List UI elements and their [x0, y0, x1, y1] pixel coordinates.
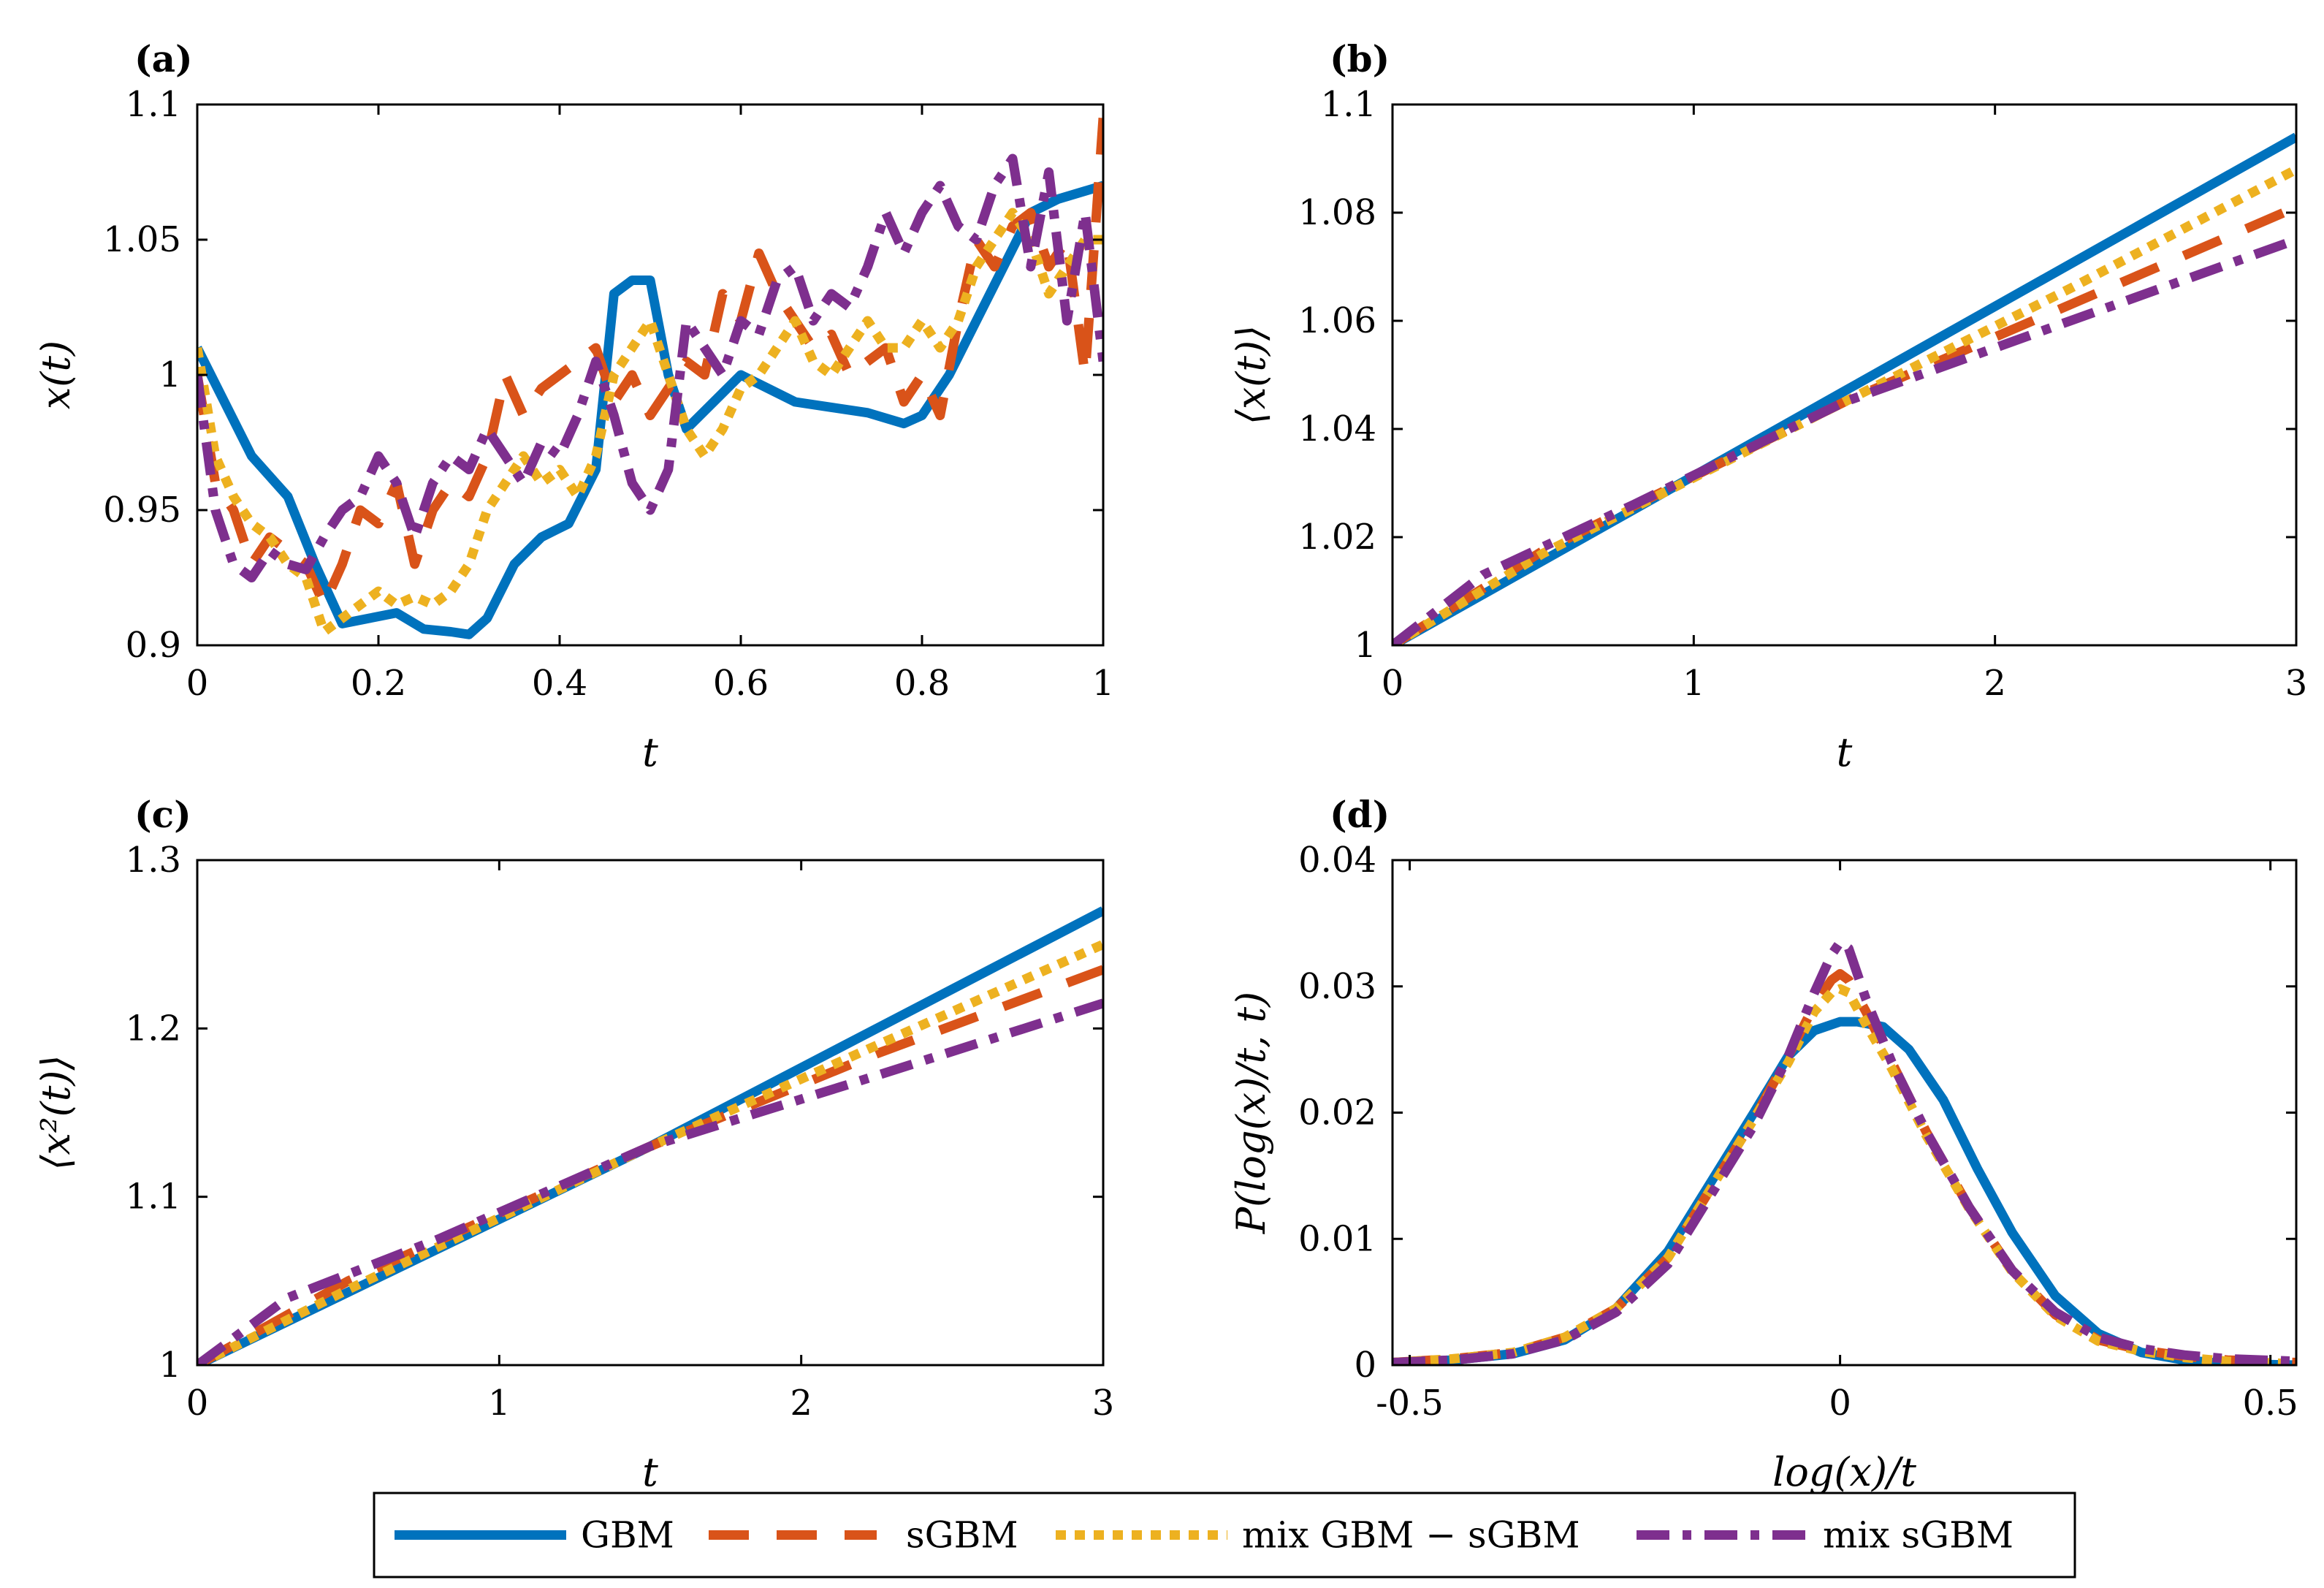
panel-a: 0 0.2 0.4 0.6 0.8 1 0.9 0.95 1 1.05 1.1(a) t x(t) [33, 37, 1114, 775]
y-tick-label: 1 [159, 1345, 181, 1386]
y-tick-label: 0.95 [103, 490, 181, 531]
series-line-mix-sgbm [197, 998, 1103, 1365]
x-tick-label: 3 [1092, 1383, 1115, 1424]
y-tick-label: 0.02 [1298, 1093, 1376, 1133]
series-line-gbm [1393, 1017, 2296, 1365]
series-line-sgbm [1393, 969, 2296, 1365]
series-group [197, 118, 1103, 639]
y-tick-label: 1.08 [1298, 192, 1376, 233]
x-tick-label: 2 [790, 1383, 812, 1424]
series-group [1393, 937, 2296, 1365]
x-tick-label: 0 [186, 1383, 209, 1424]
legend-label: mix GBM − sGBM [1242, 1514, 1580, 1557]
series-line-sgbm [1393, 202, 2296, 645]
series-group [1393, 132, 2296, 645]
series-line-gbm [1393, 132, 2296, 645]
series-group [197, 906, 1103, 1365]
y-axis-label: ⟨x(t)⟩ [1228, 325, 1274, 425]
x-tick-label: 1 [488, 1383, 511, 1424]
x-tick-label: -0.5 [1376, 1383, 1444, 1424]
y-axis-label: x(t) [33, 341, 79, 409]
panel-label: (c) [134, 793, 191, 836]
x-tick-label: 1 [1092, 663, 1115, 704]
panel-label: (a) [134, 37, 193, 80]
y-tick-label: 1 [1354, 625, 1376, 666]
panel-label: (b) [1330, 37, 1390, 80]
y-tick-label: 1.05 [103, 219, 181, 260]
y-tick-label: 1.04 [1298, 409, 1376, 449]
y-tick-label: 0.04 [1298, 840, 1376, 881]
series-line-mix-gbm-sgbm [1393, 984, 2296, 1365]
axes-box [1391, 859, 2298, 1367]
y-tick-label: 1 [159, 354, 181, 395]
panel-d: -0.5 0 0.500.010.020.030.04(d)log(x)/tP(lo… [1228, 793, 2298, 1495]
panel-label: (d) [1330, 793, 1390, 836]
x-tick-label: 0 [1829, 1383, 1851, 1424]
y-tick-label: 1.1 [1321, 84, 1376, 125]
y-tick-label: 0.9 [126, 625, 181, 666]
series-line-mix-gbm-sgbm [197, 208, 1103, 637]
panel-b: 0 1 2 311.021.041.061.081.1(b)t⟨x(t)⟩ [1228, 37, 2307, 775]
y-axis-label: P(log(x)/t, t) [1228, 992, 1274, 1234]
legend-label: sGBM [906, 1514, 1018, 1557]
x-tick-label: 0.5 [2242, 1383, 2298, 1424]
x-tick-label: 0.4 [532, 663, 587, 704]
axes-box [196, 103, 1105, 647]
x-tick-label: 0.8 [894, 663, 950, 704]
series-line-mix-sgbm [197, 153, 1103, 582]
legend-label: GBM [581, 1514, 674, 1557]
x-tick-label: 0.2 [351, 663, 406, 704]
x-tick-label: 0 [1382, 663, 1404, 704]
y-axis-label: ⟨x²(t)⟩ [33, 1055, 79, 1170]
x-axis-label: t [642, 1449, 658, 1495]
y-tick-label: 1.02 [1298, 517, 1376, 558]
legend: GBM sGBM mix GBM − sGBM mix sGBM [373, 1492, 2076, 1578]
y-tick-label: 1.06 [1298, 300, 1376, 341]
x-axis-label: log(x)/t [1772, 1449, 1916, 1495]
series-line-mix-gbm-sgbm [1393, 165, 2296, 645]
series-line-sgbm [197, 965, 1103, 1365]
x-tick-label: 1 [1683, 663, 1705, 704]
x-tick-label: 0.6 [713, 663, 769, 704]
x-axis-label: t [1837, 729, 1853, 775]
y-tick-label: 0 [1354, 1345, 1376, 1386]
x-axis-label: t [642, 729, 658, 775]
legend-label: mix sGBM [1823, 1514, 2014, 1557]
axes-box [196, 859, 1105, 1367]
y-tick-label: 1.1 [126, 84, 181, 125]
y-tick-label: 1.1 [126, 1177, 181, 1217]
x-tick-label: 3 [2285, 663, 2308, 704]
y-tick-label: 1.3 [126, 840, 181, 881]
y-tick-label: 0.01 [1298, 1218, 1376, 1259]
series-line-mix-sgbm [1393, 235, 2296, 645]
series-line-mix-sgbm [1393, 937, 2296, 1365]
axes-box [1391, 103, 2298, 647]
x-tick-label: 0 [186, 663, 209, 704]
series-line-sgbm [197, 118, 1103, 609]
panel-c: 0 1 2 311.11.21.3(c)t⟨x²(t)⟩ [33, 793, 1114, 1495]
x-tick-label: 2 [1984, 663, 2006, 704]
y-tick-label: 0.03 [1298, 966, 1376, 1007]
y-tick-label: 1.2 [126, 1008, 181, 1049]
